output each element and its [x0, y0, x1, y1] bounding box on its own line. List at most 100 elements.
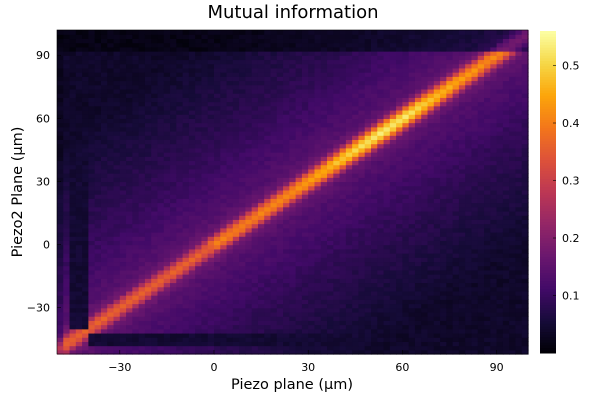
heatmap-cell	[402, 194, 410, 199]
heatmap-cell	[157, 67, 165, 73]
heatmap-cell	[276, 337, 284, 342]
heatmap-cell	[408, 55, 416, 61]
heatmap-cell	[389, 290, 397, 296]
heatmap-cell	[289, 337, 297, 342]
heatmap-cell	[132, 147, 140, 153]
heatmap-cell	[82, 290, 89, 296]
heatmap-cell	[389, 295, 397, 300]
heatmap-cell	[264, 307, 272, 313]
heatmap-cell	[82, 101, 89, 107]
heatmap-cell	[257, 198, 265, 204]
heatmap-cell	[414, 320, 422, 326]
heatmap-cell	[157, 46, 165, 52]
heatmap-cell	[107, 210, 115, 216]
heatmap-cell	[176, 160, 184, 166]
heatmap-cell	[283, 274, 290, 279]
heatmap-cell	[427, 227, 435, 233]
heatmap-cell	[440, 101, 447, 107]
heatmap-cell	[352, 177, 360, 183]
heatmap-cell	[251, 244, 259, 250]
heatmap-cell	[421, 198, 429, 204]
heatmap-cell	[214, 122, 221, 128]
heatmap-cell	[295, 72, 303, 77]
heatmap-cell	[308, 34, 316, 40]
heatmap-cell	[333, 295, 341, 300]
heatmap-cell	[57, 160, 64, 166]
heatmap-cell	[308, 236, 316, 241]
heatmap-cell	[245, 240, 253, 246]
heatmap-cell	[289, 320, 297, 326]
heatmap-cell	[163, 210, 171, 216]
heatmap-cell	[396, 198, 403, 204]
heatmap-cell	[214, 295, 221, 300]
heatmap-cell	[414, 72, 422, 77]
heatmap-cell	[283, 299, 290, 305]
heatmap-cell	[257, 147, 265, 153]
heatmap-cell	[358, 341, 366, 347]
heatmap-cell	[383, 299, 391, 305]
heatmap-cell	[113, 118, 121, 124]
heatmap-cell	[446, 227, 454, 233]
heatmap-cell	[402, 122, 410, 128]
heatmap-cell	[289, 118, 297, 124]
heatmap-cell	[257, 38, 265, 44]
heatmap-cell	[308, 118, 316, 124]
heatmap-cell	[245, 135, 253, 140]
heatmap-cell	[301, 286, 309, 292]
heatmap-cell	[301, 189, 309, 195]
heatmap-cells	[57, 30, 529, 355]
heatmap-cell	[170, 101, 177, 107]
heatmap-cell	[427, 231, 435, 237]
heatmap-cell	[446, 244, 454, 250]
heatmap-cell	[226, 244, 234, 250]
heatmap-cell	[327, 135, 334, 140]
heatmap-cell	[276, 38, 284, 44]
heatmap-cell	[119, 286, 127, 292]
heatmap-cell	[82, 46, 89, 52]
heatmap-cell	[132, 227, 140, 233]
heatmap-cell	[113, 236, 121, 241]
heatmap-cell	[132, 248, 140, 254]
heatmap-cell	[345, 274, 353, 279]
heatmap-cell	[182, 265, 190, 271]
heatmap-cell	[201, 34, 209, 40]
heatmap-cell	[440, 202, 447, 208]
heatmap-cell	[94, 240, 102, 246]
heatmap-cell	[371, 341, 378, 347]
heatmap-cell	[201, 194, 209, 199]
heatmap-cell	[239, 341, 246, 347]
heatmap-cell	[333, 118, 341, 124]
heatmap-cell	[88, 97, 96, 103]
heatmap-cell	[377, 42, 385, 48]
heatmap-cell	[377, 168, 385, 174]
heatmap-cell	[371, 282, 378, 288]
heatmap-cell	[88, 219, 96, 225]
heatmap-cell	[458, 173, 466, 178]
heatmap-cell	[421, 42, 429, 48]
heatmap-cell	[383, 227, 391, 233]
heatmap-cell	[132, 303, 140, 309]
heatmap-cell	[301, 295, 309, 300]
heatmap-cell	[88, 320, 96, 326]
heatmap-cell	[163, 219, 171, 225]
heatmap-cell	[188, 126, 196, 132]
heatmap-cell	[245, 219, 253, 225]
heatmap-cell	[371, 307, 378, 313]
heatmap-cell	[163, 253, 171, 258]
heatmap-cell	[151, 248, 159, 254]
heatmap-cell	[214, 316, 221, 321]
heatmap-cell	[138, 156, 146, 162]
heatmap-cell	[176, 244, 184, 250]
heatmap-cell	[414, 231, 422, 237]
heatmap-cell	[57, 122, 64, 128]
heatmap-cell	[308, 160, 316, 166]
heatmap-cell	[402, 261, 410, 267]
heatmap-cell	[327, 189, 334, 195]
heatmap-cell	[270, 126, 278, 132]
heatmap-cell	[289, 177, 297, 183]
heatmap-cell	[119, 42, 127, 48]
heatmap-cell	[144, 332, 152, 338]
heatmap-cell	[452, 152, 460, 157]
heatmap-cell	[239, 118, 246, 124]
heatmap-cell	[301, 332, 309, 338]
